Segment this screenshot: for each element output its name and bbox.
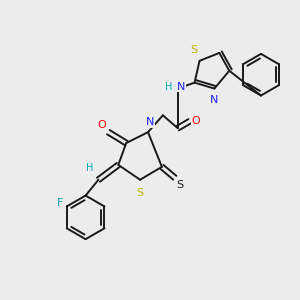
Text: N: N [177,82,185,92]
Text: N: N [146,117,154,127]
Text: S: S [190,45,198,55]
Text: H: H [86,163,94,173]
Text: O: O [98,120,106,130]
Text: N: N [210,94,219,104]
Text: S: S [177,180,184,190]
Text: H: H [165,82,173,92]
Text: S: S [136,188,144,198]
Text: F: F [56,199,63,208]
Text: O: O [192,116,200,126]
